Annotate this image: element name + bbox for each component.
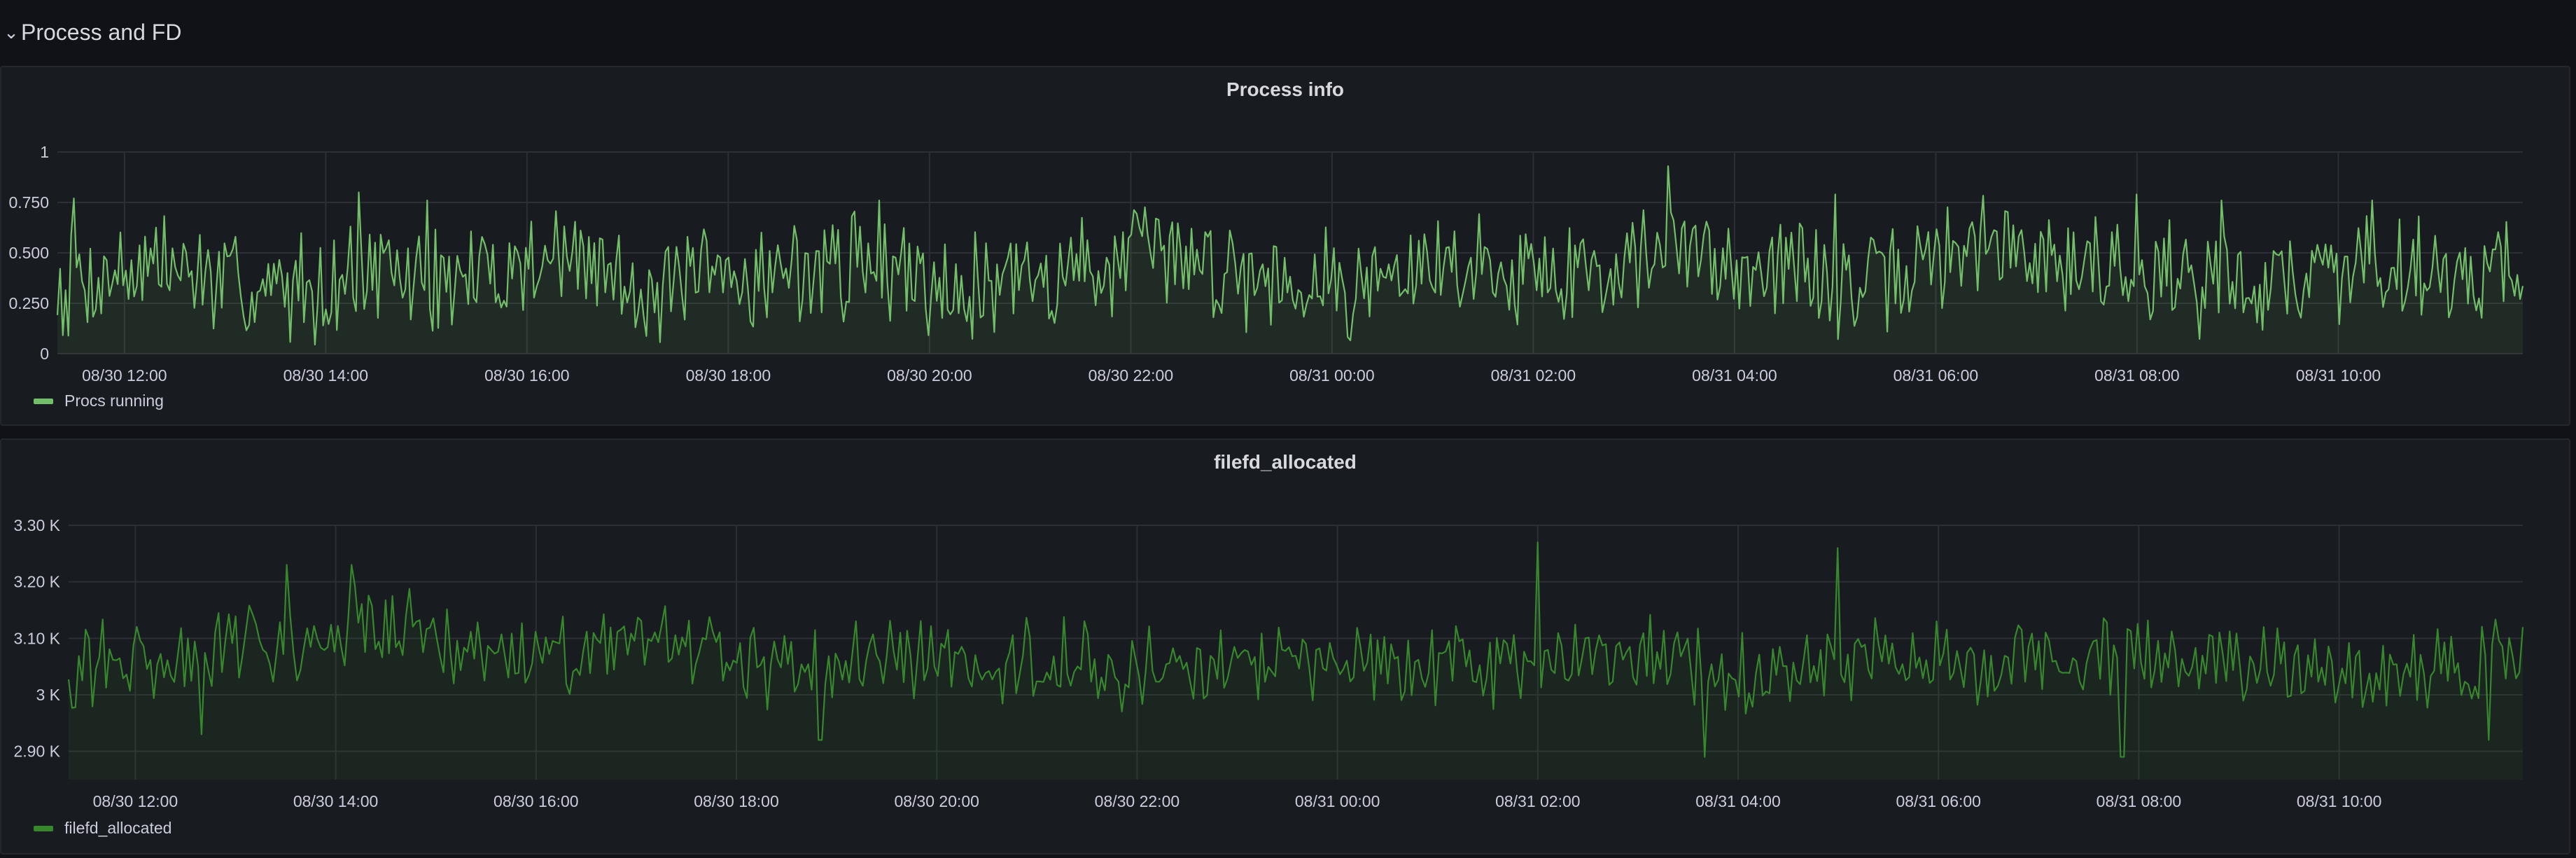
x-tick-label: 08/31 00:00 — [1289, 366, 1375, 385]
panel-title[interactable]: filefd_allocated — [1214, 451, 1357, 473]
x-tick-label: 08/31 02:00 — [1495, 792, 1581, 810]
legend-swatch — [34, 398, 53, 404]
filefd-allocated-chart: 2.90 K 3 K 3.10 K 3.20 K 3.30 K 08/30 12:00 08… — [14, 516, 2524, 810]
x-tick-label: 08/30 18:00 — [694, 792, 779, 810]
panel-process-info: Process info 0 0.250 0.500 0.750 1 08/30 12:0… — [0, 66, 2570, 426]
x-tick-label: 08/30 14:00 — [284, 366, 369, 385]
x-tick-label: 08/31 06:00 — [1896, 792, 1981, 810]
series-area — [69, 542, 2523, 780]
series-line — [56, 165, 2524, 346]
row-header[interactable]: ⌄ Process and FD — [0, 0, 2576, 64]
legend-item[interactable]: Procs running — [34, 392, 164, 410]
y-tick-label: 0 — [40, 345, 49, 363]
row-title: Process and FD — [21, 19, 182, 45]
y-tick-label: 0.500 — [8, 244, 49, 262]
y-tick-label: 3 K — [36, 686, 60, 704]
x-tick-label: 08/30 16:00 — [484, 366, 570, 385]
panel-filefd-allocated: filefd_allocated 2.90 K 3 K 3.10 K 3.20 K 3.… — [0, 438, 2570, 854]
chevron-down-icon[interactable]: ⌄ — [4, 21, 19, 43]
legend-label: Procs running — [64, 392, 164, 410]
x-tick-label: 08/31 04:00 — [1692, 366, 1777, 385]
y-tick-label: 2.90 K — [14, 742, 61, 761]
y-tick-label: 1 — [40, 143, 49, 161]
x-tick-label: 08/31 08:00 — [2096, 792, 2182, 810]
legend-item[interactable]: filefd_allocated — [34, 819, 172, 838]
x-tick-label: 08/30 12:00 — [82, 366, 167, 385]
x-tick-label: 08/31 10:00 — [2297, 792, 2382, 810]
legend-swatch — [34, 825, 53, 831]
series-line — [67, 541, 2524, 758]
y-tick-label: 3.30 K — [14, 516, 61, 534]
process-info-chart: 0 0.250 0.500 0.750 1 08/30 12:00 08/30 14:00 0… — [8, 143, 2524, 385]
x-tick-label: 08/30 18:00 — [686, 366, 771, 385]
panel-title[interactable]: Process info — [1226, 78, 1345, 100]
x-tick-label: 08/30 20:00 — [894, 792, 979, 810]
y-tick-label: 3.20 K — [14, 573, 61, 591]
x-tick-label: 08/31 04:00 — [1695, 792, 1781, 810]
x-tick-label: 08/30 16:00 — [493, 792, 579, 810]
y-tick-label: 0.750 — [8, 193, 49, 212]
x-tick-label: 08/31 00:00 — [1295, 792, 1380, 810]
y-tick-label: 0.250 — [8, 294, 49, 312]
x-tick-label: 08/30 20:00 — [887, 366, 972, 385]
legend-label: filefd_allocated — [64, 819, 172, 837]
x-tick-label: 08/30 14:00 — [293, 792, 379, 810]
series-area — [57, 166, 2523, 354]
y-tick-label: 3.10 K — [14, 629, 61, 647]
x-tick-label: 08/31 08:00 — [2094, 366, 2180, 385]
x-tick-label: 08/31 10:00 — [2296, 366, 2381, 385]
x-tick-label: 08/31 06:00 — [1893, 366, 1979, 385]
x-tick-label: 08/30 22:00 — [1095, 792, 1180, 810]
x-tick-label: 08/30 22:00 — [1088, 366, 1174, 385]
x-tick-label: 08/31 02:00 — [1491, 366, 1576, 385]
x-tick-label: 08/30 12:00 — [93, 792, 178, 810]
